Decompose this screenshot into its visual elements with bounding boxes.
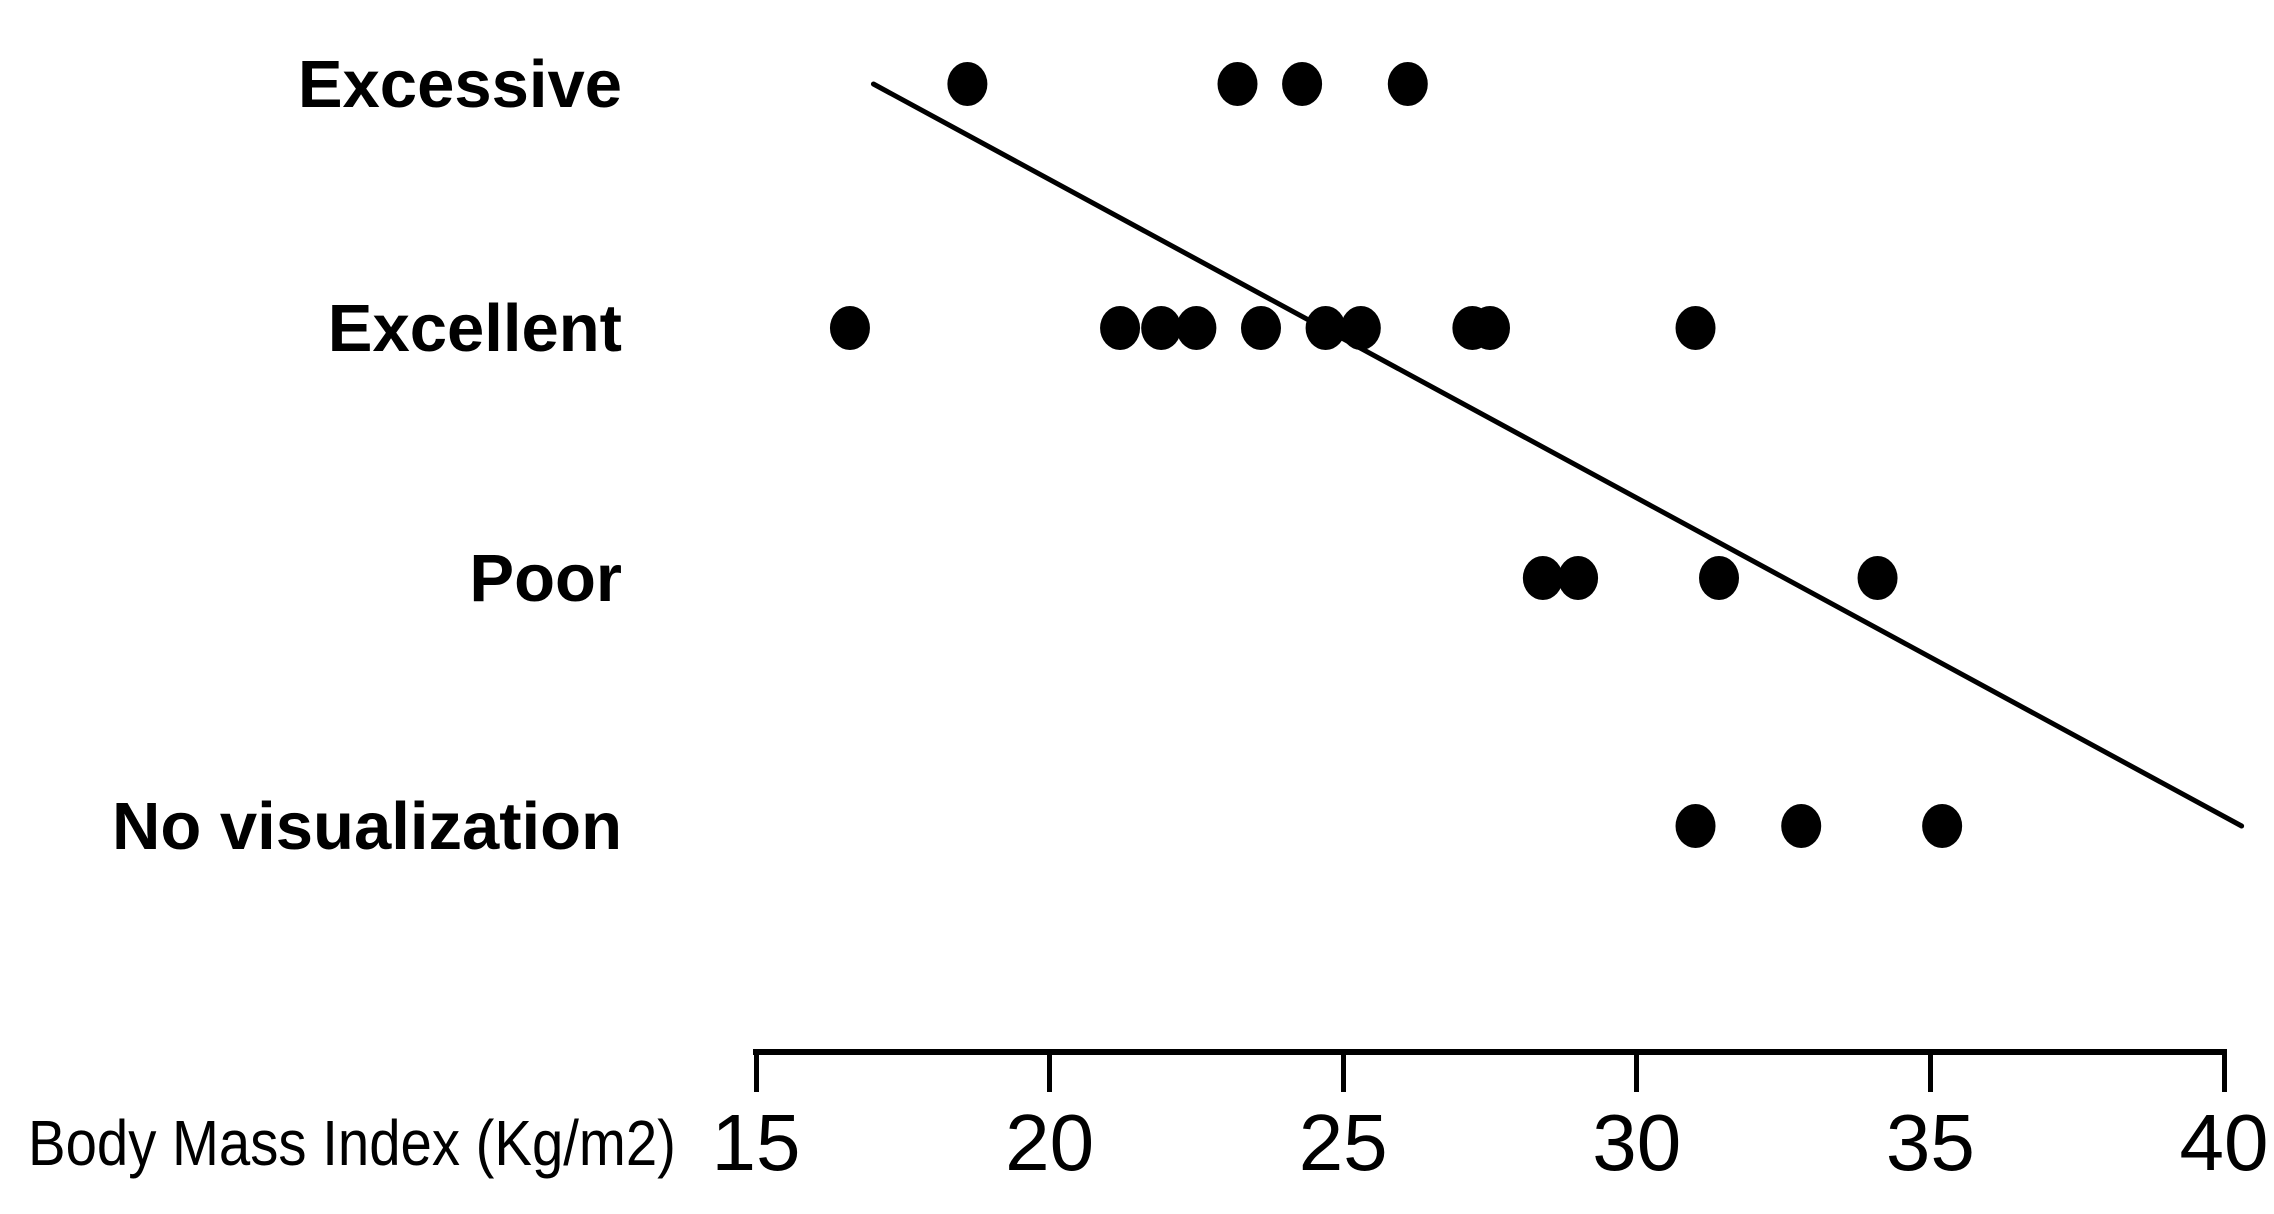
x-axis-tick-label: 25 [1298,1098,1388,1187]
x-axis-tick-label: 20 [1005,1098,1095,1187]
data-point [1100,306,1141,350]
data-point [1240,306,1281,350]
x-axis-tick [1047,1052,1053,1092]
x-axis-tick [1634,1052,1640,1092]
category-label-excessive: Excessive [297,47,622,122]
data-point [829,306,870,350]
data-point [1470,306,1510,350]
x-axis-tick [2221,1052,2227,1092]
x-axis-line [753,1049,2227,1055]
x-axis-tick [1927,1052,1933,1092]
data-point [1176,306,1217,350]
data-point [1675,306,1716,350]
data-point [1522,556,1563,600]
data-point [1558,556,1599,600]
data-point [1675,804,1716,848]
x-axis-title: Body Mass Index (Kg/m2) [28,1107,676,1179]
data-point [1305,306,1346,350]
data-point [947,62,988,106]
data-point [1781,804,1822,848]
x-axis-tick-label: 40 [2179,1098,2269,1187]
data-point [1217,62,1258,106]
x-axis-tick [1340,1052,1346,1092]
data-point [1141,306,1182,350]
data-point [1387,62,1428,106]
data-point [1922,804,1963,848]
data-point [1699,556,1740,600]
x-axis-tick [753,1052,759,1092]
category-label-excellent: Excellent [327,291,622,366]
data-point [1282,62,1323,106]
data-point [1857,556,1898,600]
x-axis-tick-label: 30 [1592,1098,1682,1187]
trend-line [870,81,2245,829]
data-point [1340,306,1381,350]
x-axis-tick-label: 35 [1885,1098,1975,1187]
category-label-poor: Poor [469,541,622,616]
category-label-no-visualization: No visualization [111,789,622,864]
x-axis-tick-label: 15 [711,1098,801,1187]
